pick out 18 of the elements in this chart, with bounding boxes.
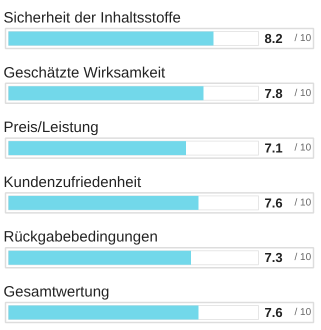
- text: / 10: [294, 197, 312, 208]
- data-label: 7.8: [264, 86, 283, 101]
- data-label: 7.6: [264, 305, 283, 320]
- data-label: 8.2: [264, 31, 283, 46]
- text: / 10: [294, 142, 312, 154]
- data-label: 7.3: [264, 250, 283, 266]
- text: / 10: [294, 307, 312, 318]
- y-tick-label: Sicherheit der Inhaltsstoffe: [4, 10, 181, 26]
- text: / 10: [294, 33, 312, 44]
- data-label: 7.6: [264, 195, 283, 210]
- text: / 10: [294, 88, 312, 99]
- y-tick-label: Kundenzufriedenheit: [4, 174, 142, 191]
- text: / 10: [294, 252, 312, 264]
- y-tick-label: Preis/Leistung: [4, 119, 99, 136]
- data-label: 7.1: [264, 140, 283, 156]
- y-tick-label: Geschätzte Wirksamkeit: [4, 64, 166, 82]
- y-tick-label: Rückgabebedingungen: [4, 228, 158, 246]
- y-tick-label: Gesamtwertung: [4, 284, 110, 300]
